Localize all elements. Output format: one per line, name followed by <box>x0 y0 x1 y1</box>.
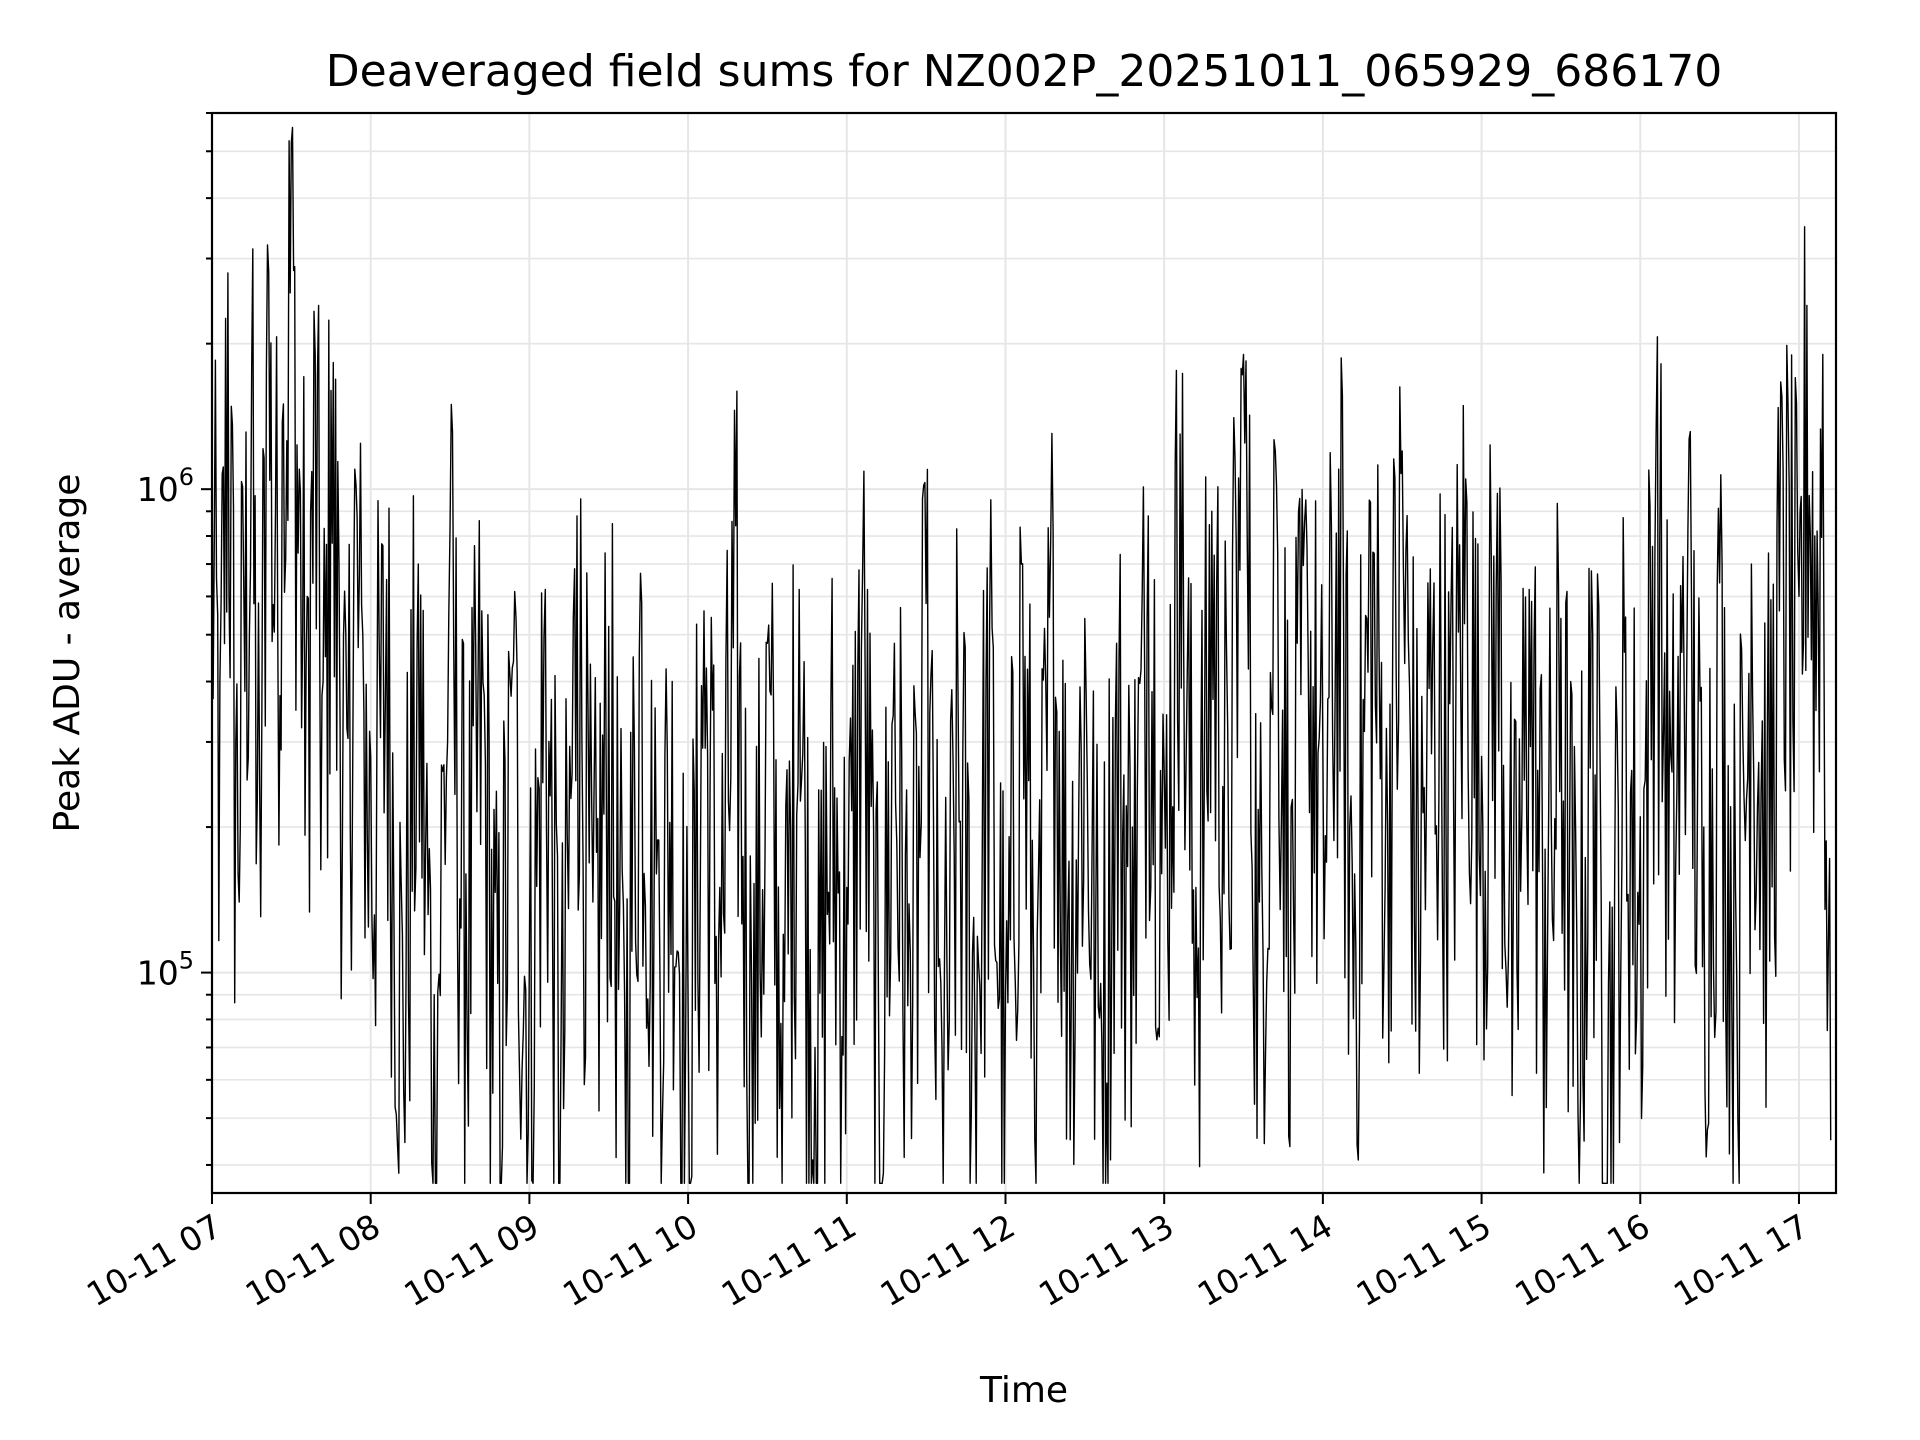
x-tick-label: 10-11 13 <box>1032 1206 1180 1314</box>
plot-frame <box>210 111 1838 1195</box>
grid <box>211 112 1836 1193</box>
chart-title: Deaveraged field sums for NZ002P_2025101… <box>326 46 1722 97</box>
y-axis-label: Peak ADU - average <box>47 474 88 833</box>
x-tick-label: 10-11 14 <box>1191 1206 1339 1314</box>
y-tick-label: 106 <box>137 463 194 509</box>
x-tick-label: 10-11 17 <box>1667 1206 1815 1314</box>
y-tick-label: 105 <box>137 947 194 993</box>
x-tick-label: 10-11 11 <box>715 1206 863 1314</box>
x-axis: 10-11 07 10-11 08 10-11 09 10-11 10 10-11 11… <box>80 1193 1815 1314</box>
x-axis-label: Time <box>979 1370 1068 1411</box>
x-tick-label: 10-11 07 <box>80 1206 228 1314</box>
x-tick-label: 10-11 16 <box>1508 1206 1656 1314</box>
series-line <box>211 126 1832 1184</box>
series-group <box>211 126 1832 1184</box>
x-tick-label: 10-11 10 <box>556 1206 704 1314</box>
x-tick-label: 10-11 15 <box>1350 1206 1498 1314</box>
x-tick-label: 10-11 08 <box>239 1206 387 1314</box>
y-axis: 105 106 <box>137 112 212 1166</box>
x-tick-label: 10-11 09 <box>397 1206 545 1314</box>
x-tick-label: 10-11 12 <box>873 1206 1021 1314</box>
